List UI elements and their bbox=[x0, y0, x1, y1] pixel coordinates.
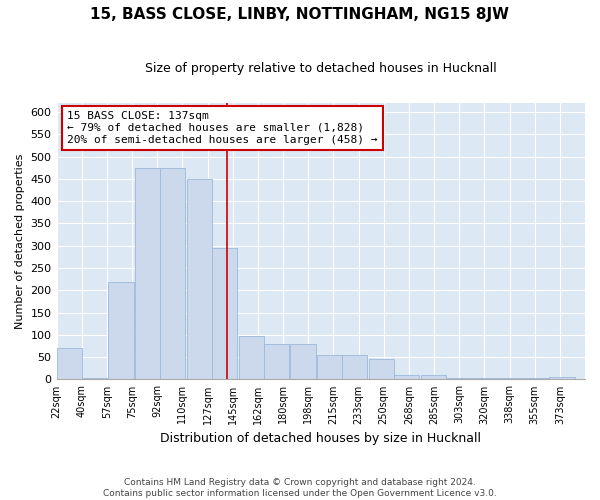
Text: 15, BASS CLOSE, LINBY, NOTTINGHAM, NG15 8JW: 15, BASS CLOSE, LINBY, NOTTINGHAM, NG15 … bbox=[91, 8, 509, 22]
Bar bbox=[497, 378, 523, 380]
Bar bbox=[160, 168, 185, 380]
Bar bbox=[524, 378, 550, 380]
Bar bbox=[83, 378, 109, 380]
Bar bbox=[264, 344, 289, 380]
Bar bbox=[421, 375, 446, 380]
Bar bbox=[472, 378, 497, 380]
Bar bbox=[290, 344, 316, 380]
Bar bbox=[550, 377, 575, 380]
Text: Contains HM Land Registry data © Crown copyright and database right 2024.
Contai: Contains HM Land Registry data © Crown c… bbox=[103, 478, 497, 498]
Bar bbox=[239, 336, 264, 380]
Bar bbox=[187, 179, 212, 380]
Text: 15 BASS CLOSE: 137sqm
← 79% of detached houses are smaller (1,828)
20% of semi-d: 15 BASS CLOSE: 137sqm ← 79% of detached … bbox=[67, 112, 377, 144]
Bar bbox=[135, 168, 160, 380]
Bar bbox=[109, 282, 134, 380]
Bar bbox=[342, 355, 367, 380]
Bar bbox=[56, 348, 82, 380]
X-axis label: Distribution of detached houses by size in Hucknall: Distribution of detached houses by size … bbox=[160, 432, 481, 445]
Y-axis label: Number of detached properties: Number of detached properties bbox=[15, 154, 25, 329]
Bar bbox=[369, 360, 394, 380]
Bar bbox=[212, 248, 237, 380]
Bar bbox=[394, 375, 419, 380]
Title: Size of property relative to detached houses in Hucknall: Size of property relative to detached ho… bbox=[145, 62, 497, 76]
Bar bbox=[446, 378, 471, 380]
Bar bbox=[317, 355, 342, 380]
